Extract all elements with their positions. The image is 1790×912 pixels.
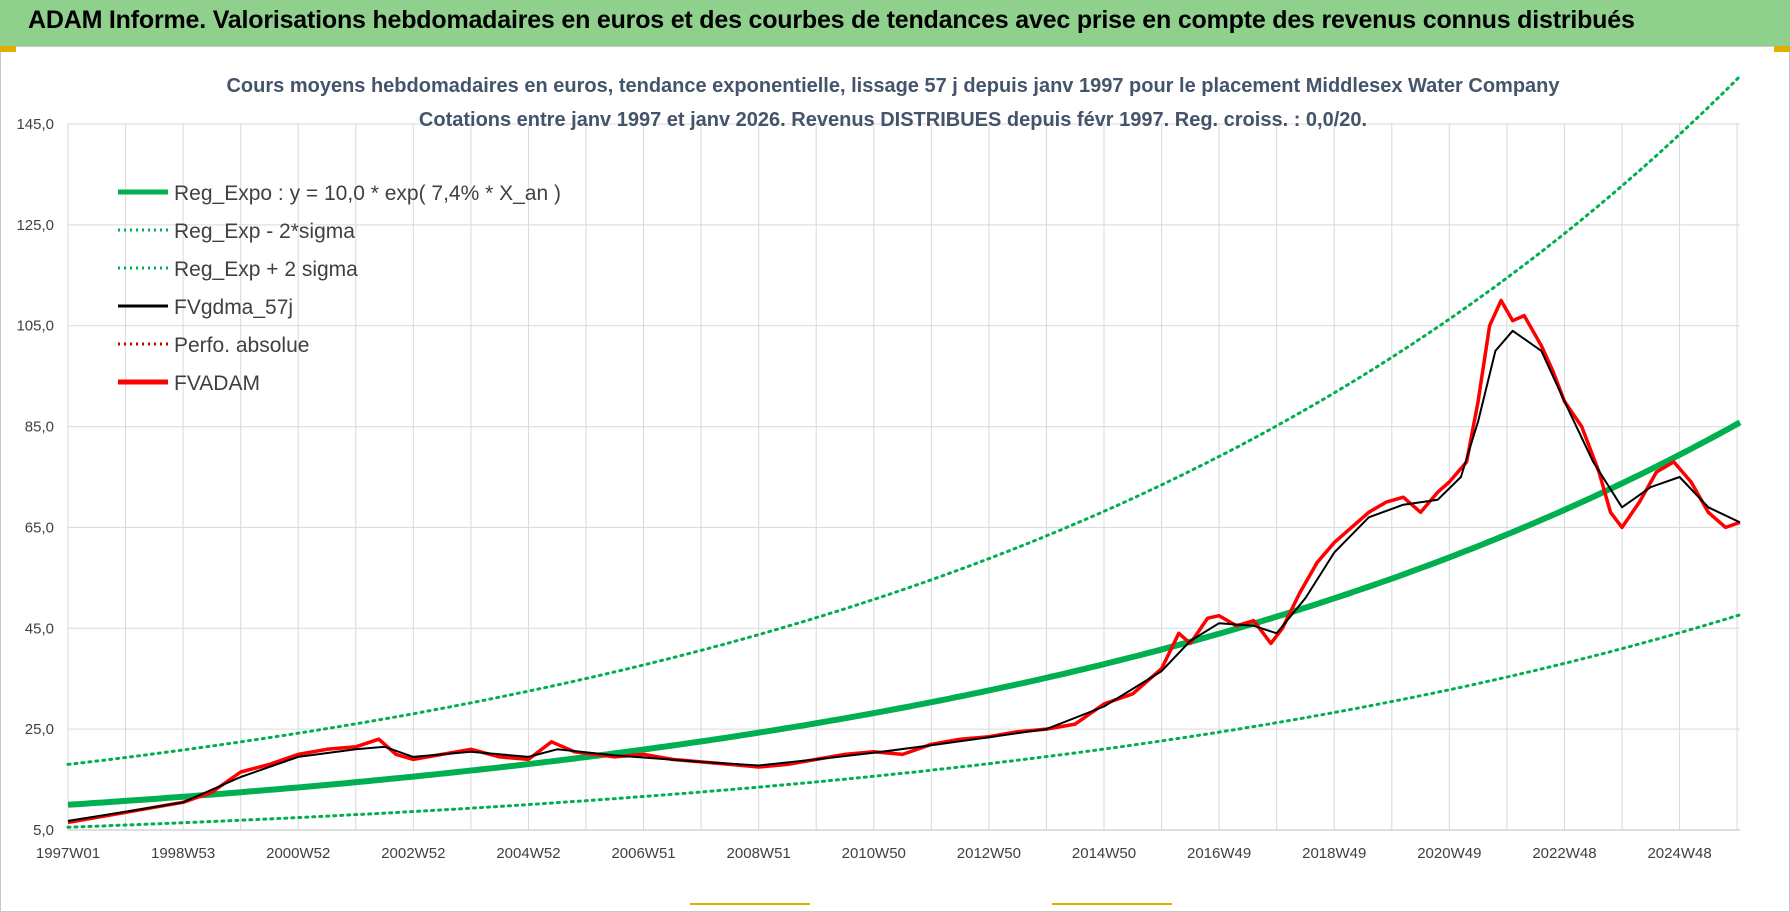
fvadam-line bbox=[67, 298, 1741, 825]
legend-label: Reg_Expo : y = 10,0 * exp( 7,4% * X_an ) bbox=[174, 182, 561, 205]
x-tick-label: 2008W51 bbox=[727, 845, 791, 862]
x-tick-label: 2020W49 bbox=[1417, 845, 1481, 862]
corner-mark bbox=[690, 903, 810, 905]
x-tick-label: 2006W51 bbox=[611, 845, 675, 862]
x-tick-label: 2022W48 bbox=[1532, 845, 1596, 862]
corner-mark bbox=[0, 46, 16, 52]
report-banner: ADAM Informe. Valorisations hebdomadaire… bbox=[0, 0, 1790, 47]
y-tick-label: 85,0 bbox=[25, 419, 54, 436]
chart-title-line1: Cours moyens hebdomadaires en euros, ten… bbox=[226, 75, 1560, 97]
y-axis: 5,0 25,0 45,0 65,0 85,0 105,0 125,0 145,0 bbox=[16, 116, 54, 839]
x-tick-label: 2012W50 bbox=[957, 845, 1021, 862]
chart-title-line2: Cotations entre janv 1997 et janv 2026. … bbox=[419, 109, 1367, 131]
reg-expo-line bbox=[67, 419, 1742, 808]
x-tick-label: 2010W50 bbox=[842, 845, 906, 862]
legend-item: Perfo. absolue bbox=[118, 334, 309, 357]
legend-item: Reg_Expo : y = 10,0 * exp( 7,4% * X_an ) bbox=[118, 182, 561, 205]
x-tick-label: 2014W50 bbox=[1072, 845, 1136, 862]
x-axis: 1997W01 1998W53 2000W52 2002W52 2004W52 2006W… bbox=[36, 845, 1712, 862]
x-tick-label: 2016W49 bbox=[1187, 845, 1251, 862]
reg-exp-minus-2sigma-line bbox=[66, 613, 1742, 829]
corner-mark bbox=[1774, 46, 1790, 52]
legend-label: FVADAM bbox=[174, 372, 260, 395]
y-tick-label: 25,0 bbox=[25, 721, 54, 738]
corner-mark bbox=[1052, 903, 1172, 905]
plot-area bbox=[66, 74, 1742, 829]
y-tick-label: 105,0 bbox=[16, 318, 54, 335]
fvgdma-57j-line bbox=[67, 329, 1741, 822]
legend: Reg_Expo : y = 10,0 * exp( 7,4% * X_an )… bbox=[118, 182, 561, 395]
legend-label: Reg_Exp + 2 sigma bbox=[174, 258, 358, 281]
report-title: ADAM Informe. Valorisations hebdomadaire… bbox=[28, 6, 1635, 34]
x-tick-label: 2002W52 bbox=[381, 845, 445, 862]
x-tick-label: 2024W48 bbox=[1647, 845, 1711, 862]
reg-exp-plus-2sigma-line bbox=[66, 74, 1742, 766]
legend-item: FVADAM bbox=[118, 372, 260, 395]
x-tick-label: 2018W49 bbox=[1302, 845, 1366, 862]
x-tick-label: 2004W52 bbox=[496, 845, 560, 862]
legend-label: Reg_Exp - 2*sigma bbox=[174, 220, 355, 243]
y-tick-label: 145,0 bbox=[16, 116, 54, 133]
y-tick-label: 65,0 bbox=[25, 519, 54, 536]
legend-label: Perfo. absolue bbox=[174, 334, 309, 357]
y-tick-label: 125,0 bbox=[16, 217, 54, 234]
legend-item: Reg_Exp - 2*sigma bbox=[118, 220, 355, 243]
gridlines bbox=[67, 123, 1740, 831]
x-tick-label: 2000W52 bbox=[266, 845, 330, 862]
y-tick-label: 45,0 bbox=[25, 620, 54, 637]
legend-label: FVgdma_57j bbox=[174, 296, 293, 319]
x-tick-label: 1998W53 bbox=[151, 845, 215, 862]
x-tick-label: 1997W01 bbox=[36, 845, 100, 862]
legend-item: FVgdma_57j bbox=[118, 296, 293, 319]
y-tick-label: 5,0 bbox=[33, 822, 54, 839]
legend-item: Reg_Exp + 2 sigma bbox=[118, 258, 358, 281]
